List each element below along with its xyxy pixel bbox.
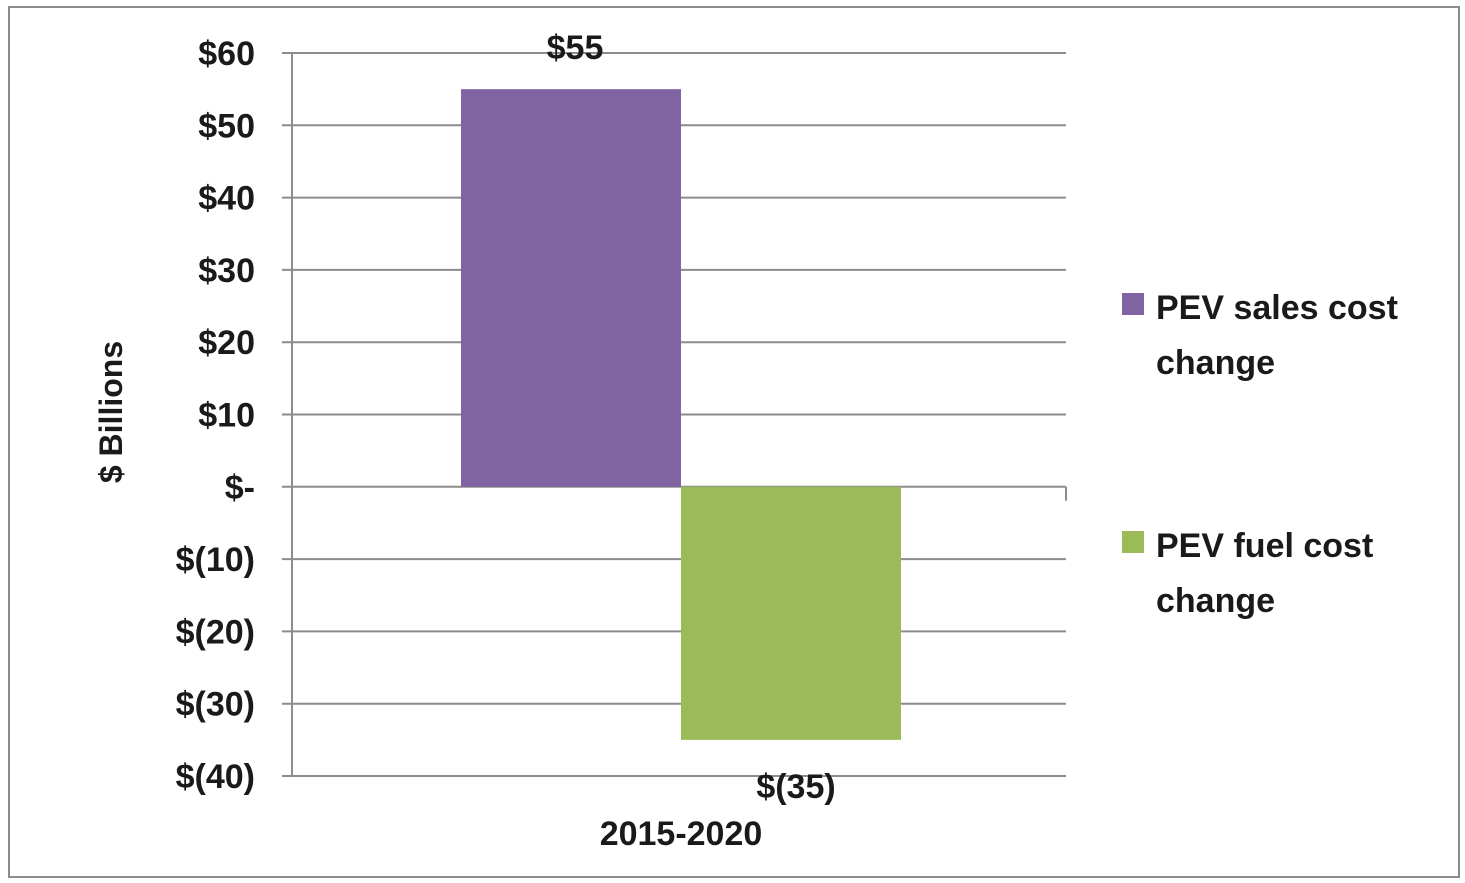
data-label: $55 [547, 29, 604, 67]
y-tick-label: $- [225, 469, 255, 507]
y-tick-label: $20 [198, 324, 255, 362]
x-tick-label: 2015-2020 [600, 815, 763, 853]
axes [291, 53, 1067, 776]
y-tick-label: $40 [198, 180, 255, 218]
y-tick-label: $60 [198, 35, 255, 73]
y-tick-label: $(40) [176, 758, 255, 796]
data-labels: $55 $(35) [547, 29, 836, 806]
y-tick-label: $30 [198, 252, 255, 290]
legend-swatch [1122, 293, 1144, 315]
y-tick-label: $(30) [176, 686, 255, 724]
bar-sales-cost [461, 89, 681, 487]
bar-fuel-cost [681, 486, 901, 740]
y-tick-label: $(20) [176, 613, 255, 651]
legend-swatch [1122, 531, 1144, 553]
y-tick-labels: $60 $50 $40 $30 $20 $10 $- $(10) $(20) $(30) $(40) [176, 35, 255, 796]
x-tick-labels: 2015-2020 [600, 815, 763, 853]
legend: PEV sales cost change PEV fuel cost change [1122, 289, 1398, 620]
bars [461, 89, 901, 740]
y-tick-label: $50 [198, 107, 255, 145]
legend-label: PEV sales cost [1156, 289, 1398, 327]
legend-label: change [1156, 582, 1275, 620]
y-tick-label: $(10) [176, 541, 255, 579]
y-axis-title: $ Billions [93, 341, 129, 483]
gridlines [282, 52, 1066, 777]
legend-label: change [1156, 344, 1275, 382]
data-label: $(35) [756, 768, 835, 806]
legend-label: PEV fuel cost [1156, 527, 1373, 565]
y-tick-label: $10 [198, 397, 255, 435]
